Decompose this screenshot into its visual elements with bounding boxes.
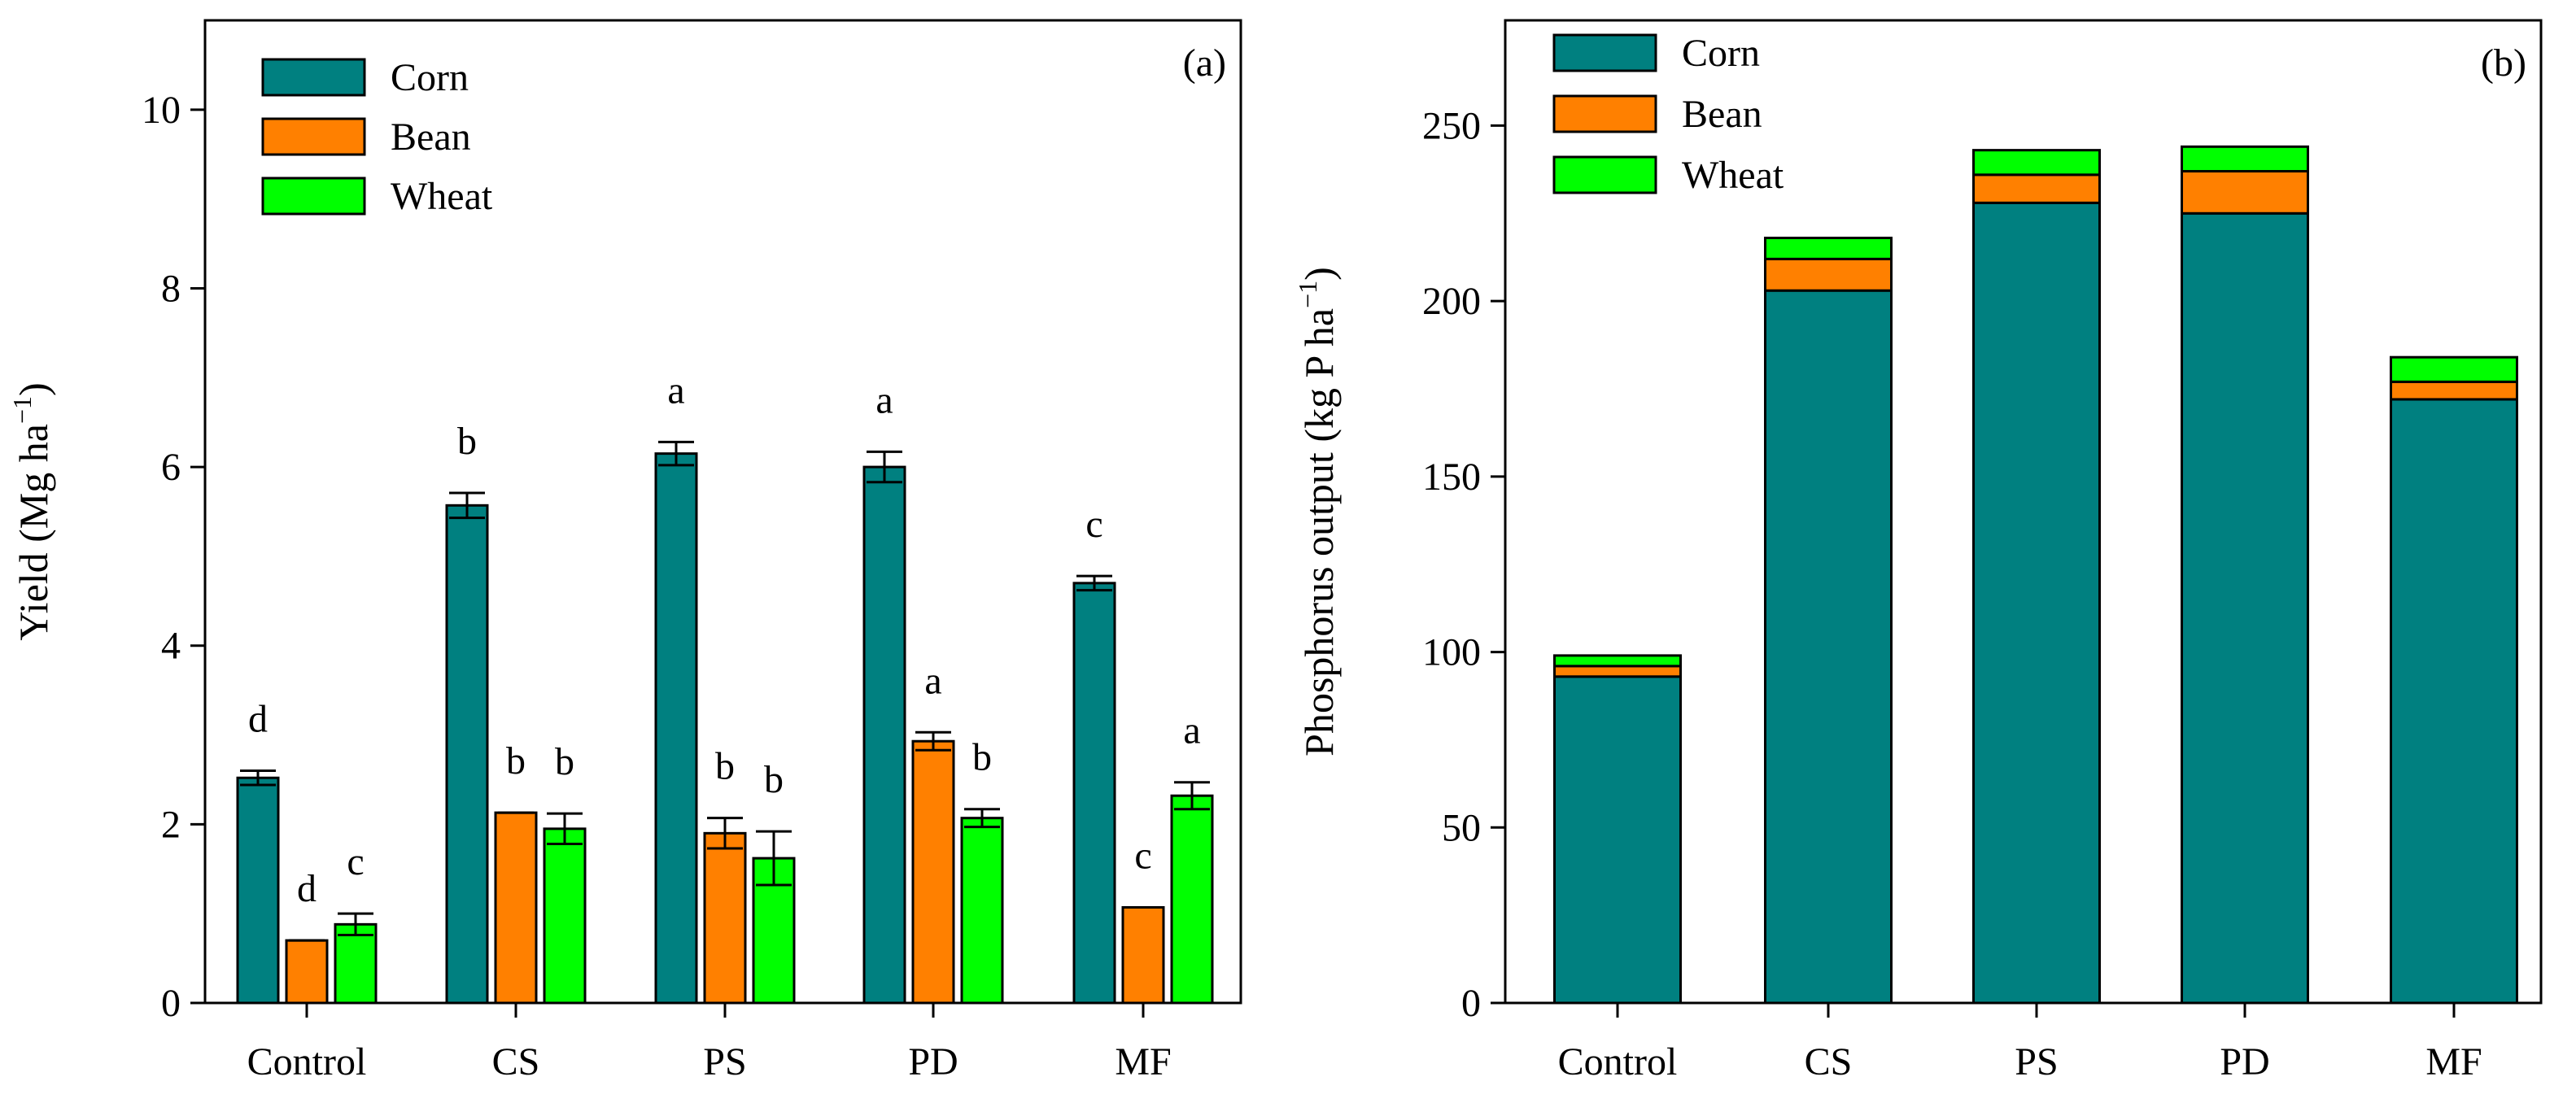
y-tick-label: 100 bbox=[1422, 631, 1481, 674]
y-tick-label: 250 bbox=[1422, 104, 1481, 147]
bar-wheat bbox=[1553, 654, 1682, 668]
bar-wheat bbox=[543, 827, 587, 1005]
legend-label-wheat: Wheat bbox=[1682, 154, 1784, 197]
bar-corn bbox=[236, 776, 280, 1005]
bar-corn bbox=[1972, 201, 2101, 1005]
x-tick-label: PD bbox=[2220, 1040, 2269, 1083]
legend-label-bean: Bean bbox=[1682, 93, 1762, 136]
significance-letter: a bbox=[924, 659, 941, 702]
x-tick-label: PD bbox=[908, 1040, 958, 1083]
bar-bean bbox=[1553, 665, 1682, 678]
y-axis-title-main: Yield (Mg ha bbox=[11, 424, 56, 641]
x-tick-label: CS bbox=[1805, 1040, 1853, 1083]
x-tick-label: CS bbox=[492, 1040, 540, 1083]
bar-corn bbox=[862, 465, 906, 1005]
legend-label-wheat: Wheat bbox=[391, 175, 493, 218]
y-tick-label: 8 bbox=[161, 267, 181, 310]
x-tick-label: MF bbox=[2425, 1040, 2482, 1083]
legend-swatch-bean bbox=[1552, 94, 1657, 133]
significance-letter: c bbox=[1134, 834, 1151, 877]
significance-letter: b bbox=[972, 736, 992, 779]
x-tick-label: Control bbox=[247, 1040, 367, 1083]
y-tick-label: 200 bbox=[1422, 280, 1481, 323]
bar-bean bbox=[2181, 170, 2309, 215]
y-tick-label: 0 bbox=[1461, 982, 1481, 1025]
legend-swatch-wheat bbox=[261, 177, 366, 216]
significance-letter: a bbox=[875, 378, 893, 421]
y-axis-title: Phosphorus output (kg P ha−1) bbox=[1293, 267, 1342, 756]
y-tick-label: 4 bbox=[161, 625, 181, 668]
x-tick-label: PS bbox=[2015, 1040, 2058, 1083]
legend-swatch-corn bbox=[1552, 33, 1657, 72]
panel-a-yield-chart: 0 2 4 6 8 10 Control CS PS PD MF Yield (Mg ha−1) (a)… bbox=[7, 19, 1242, 1083]
x-tick-label: Control bbox=[1558, 1040, 1678, 1083]
y-tick-label: 10 bbox=[142, 89, 181, 132]
legend-label-bean: Bean bbox=[391, 116, 471, 159]
significance-letter: c bbox=[347, 840, 364, 883]
significance-letter: b bbox=[457, 420, 477, 463]
significance-letter: a bbox=[667, 368, 684, 412]
legend-label-corn: Corn bbox=[391, 56, 469, 99]
y-tick-label: 6 bbox=[161, 446, 181, 489]
bar-wheat bbox=[1764, 236, 1893, 260]
x-tick-label: PS bbox=[703, 1040, 746, 1083]
bar-bean bbox=[911, 739, 955, 1005]
bar-bean bbox=[703, 831, 747, 1005]
bar-bean bbox=[494, 811, 538, 1005]
bar-corn bbox=[1072, 582, 1116, 1005]
bar-corn bbox=[445, 504, 489, 1005]
y-axis-title-main: Phosphorus output (kg P ha bbox=[1296, 308, 1342, 756]
bar-corn bbox=[1553, 675, 1682, 1005]
y-axis-title-superscript: −1 bbox=[1293, 281, 1322, 308]
bar-wheat bbox=[1972, 149, 2101, 177]
panel-label: (a) bbox=[1183, 41, 1226, 85]
legend-swatch-bean bbox=[261, 117, 366, 156]
legend-label-corn: Corn bbox=[1682, 32, 1760, 75]
bar-wheat bbox=[2181, 145, 2309, 173]
y-axis-title-close: ) bbox=[11, 382, 56, 396]
bar-corn bbox=[654, 452, 698, 1005]
y-axis-title-superscript: −1 bbox=[7, 396, 37, 424]
significance-letter: d bbox=[297, 867, 317, 910]
panel-label: (b) bbox=[2481, 41, 2526, 85]
y-tick-label: 2 bbox=[161, 803, 181, 846]
bar-corn bbox=[2390, 398, 2518, 1005]
significance-letter: a bbox=[1183, 709, 1200, 752]
bar-corn bbox=[1764, 289, 1893, 1005]
significance-letter: c bbox=[1085, 503, 1102, 546]
significance-letter: d bbox=[248, 697, 268, 740]
y-axis-title: Yield (Mg ha−1) bbox=[7, 382, 56, 640]
y-tick-label: 0 bbox=[161, 982, 181, 1025]
y-tick-label: 150 bbox=[1422, 456, 1481, 499]
bar-bean bbox=[2390, 380, 2518, 401]
y-axis-title-close: ) bbox=[1296, 267, 1342, 281]
bar-bean bbox=[1972, 173, 2101, 204]
bar-corn bbox=[2181, 211, 2309, 1005]
significance-letter: b bbox=[506, 739, 526, 783]
legend-swatch-corn bbox=[261, 58, 366, 97]
x-tick-label: MF bbox=[1115, 1040, 1171, 1083]
y-tick-label: 50 bbox=[1442, 806, 1481, 849]
bar-wheat bbox=[1170, 794, 1214, 1005]
significance-letter: b bbox=[764, 758, 784, 801]
bar-bean bbox=[1764, 257, 1893, 292]
bar-bean bbox=[285, 939, 329, 1005]
significance-letter: b bbox=[715, 745, 735, 788]
bar-wheat bbox=[960, 817, 1004, 1005]
significance-letter: b bbox=[555, 740, 574, 783]
legend-swatch-wheat bbox=[1552, 155, 1657, 194]
bar-bean bbox=[1121, 905, 1165, 1005]
bar-wheat bbox=[2390, 355, 2518, 383]
panel-b-phosphorus-chart: 0 50 100 150 200 250 Control CS PS PD MF Phosphorus… bbox=[1293, 19, 2543, 1083]
